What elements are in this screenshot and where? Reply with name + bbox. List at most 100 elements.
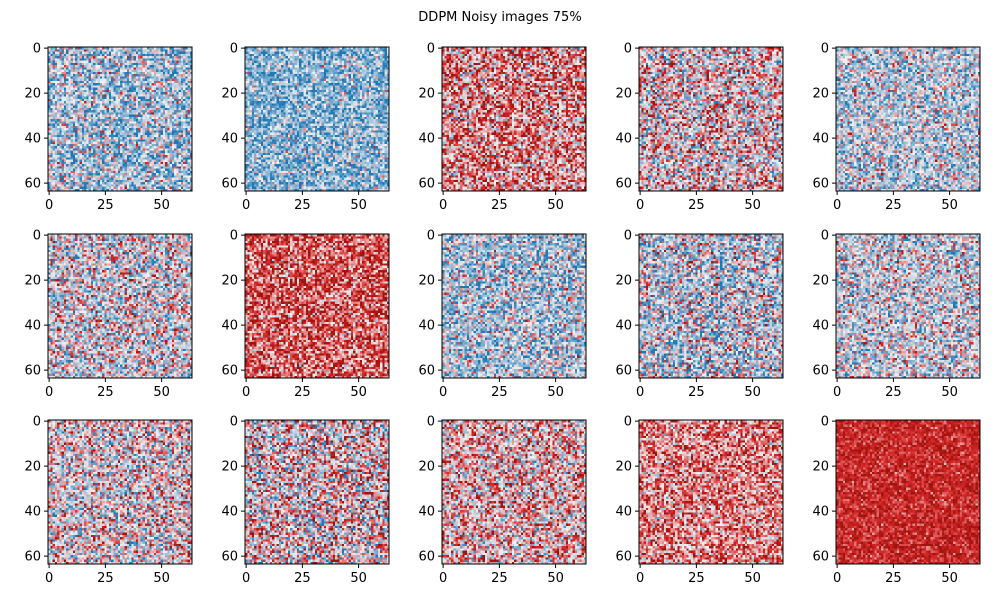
y-tick-label: 20 xyxy=(24,87,41,102)
y-tick-label: 20 xyxy=(812,274,829,289)
x-tick-label: 50 xyxy=(547,385,564,400)
subplot-4: 0 20 40 60 0 25 50 xyxy=(615,42,784,213)
heatmap-image xyxy=(836,47,980,191)
heatmap-image xyxy=(48,420,192,564)
subplot-2: 0 20 40 60 0 25 50 xyxy=(221,42,390,213)
y-tick-label: 60 xyxy=(615,550,632,565)
subplot-15: 0 20 40 60 0 25 50 xyxy=(812,415,981,586)
x-tick-label: 50 xyxy=(153,571,170,586)
y-tick-label: 0 xyxy=(230,229,238,244)
y-tick-label: 20 xyxy=(418,87,435,102)
x-tick-label: 0 xyxy=(833,571,841,586)
x-tick-label: 25 xyxy=(688,198,705,213)
y-tick-label: 60 xyxy=(615,177,632,192)
y-tick-label: 20 xyxy=(24,274,41,289)
axes-frame xyxy=(441,419,587,565)
x-tick-label: 50 xyxy=(941,385,958,400)
y-tick-label: 0 xyxy=(821,229,829,244)
axes-frame xyxy=(441,46,587,192)
x-tick-label: 0 xyxy=(45,385,53,400)
y-tick-label: 0 xyxy=(821,42,829,57)
x-tick-label: 25 xyxy=(294,198,311,213)
x-tick-label: 50 xyxy=(350,571,367,586)
heatmap-image xyxy=(245,47,389,191)
subplot-9: 0 20 40 60 0 25 50 xyxy=(615,229,784,400)
axes-frame xyxy=(638,233,784,379)
y-tick-label: 40 xyxy=(221,505,238,520)
x-tick-label: 50 xyxy=(744,198,761,213)
y-tick-label: 20 xyxy=(221,274,238,289)
x-tick-label: 25 xyxy=(491,385,508,400)
x-tick-label: 50 xyxy=(350,385,367,400)
subplot-3: 0 20 40 60 0 25 50 xyxy=(418,42,587,213)
y-tick-label: 0 xyxy=(821,415,829,430)
y-tick-label: 40 xyxy=(221,319,238,334)
x-tick-label: 50 xyxy=(350,198,367,213)
y-tick-label: 60 xyxy=(812,177,829,192)
subplot-7: 0 20 40 60 0 25 50 xyxy=(221,229,390,400)
y-tick-label: 60 xyxy=(24,364,41,379)
y-tick-label: 20 xyxy=(812,460,829,475)
x-tick-label: 0 xyxy=(833,385,841,400)
heatmap-image xyxy=(245,420,389,564)
y-tick-label: 60 xyxy=(812,550,829,565)
x-tick-label: 50 xyxy=(153,198,170,213)
x-tick-label: 25 xyxy=(491,198,508,213)
y-tick-label: 20 xyxy=(615,460,632,475)
x-tick-label: 0 xyxy=(45,198,53,213)
subplot-10: 0 20 40 60 0 25 50 xyxy=(812,229,981,400)
y-tick-label: 20 xyxy=(24,460,41,475)
y-tick-label: 0 xyxy=(427,42,435,57)
x-tick-label: 25 xyxy=(294,571,311,586)
heatmap-image xyxy=(639,234,783,378)
x-tick-label: 50 xyxy=(941,571,958,586)
x-tick-label: 50 xyxy=(744,385,761,400)
y-tick-label: 20 xyxy=(615,87,632,102)
y-tick-label: 20 xyxy=(418,460,435,475)
subplot-11: 0 20 40 60 0 25 50 xyxy=(24,415,193,586)
y-tick-label: 20 xyxy=(615,274,632,289)
heatmap-image xyxy=(639,420,783,564)
subplot-5: 0 20 40 60 0 25 50 xyxy=(812,42,981,213)
y-tick-label: 40 xyxy=(418,319,435,334)
y-tick-label: 0 xyxy=(230,42,238,57)
axes-frame xyxy=(47,419,193,565)
y-tick-label: 40 xyxy=(615,319,632,334)
heatmap-image xyxy=(48,47,192,191)
x-tick-label: 50 xyxy=(547,198,564,213)
axes-frame xyxy=(47,233,193,379)
y-tick-label: 0 xyxy=(33,229,41,244)
y-tick-label: 40 xyxy=(418,505,435,520)
y-tick-label: 60 xyxy=(615,364,632,379)
axes-frame xyxy=(244,46,390,192)
heatmap-image xyxy=(48,234,192,378)
axes-frame xyxy=(835,46,981,192)
x-tick-label: 25 xyxy=(491,571,508,586)
x-tick-label: 0 xyxy=(45,571,53,586)
x-tick-label: 25 xyxy=(97,385,114,400)
subplot-6: 0 20 40 60 0 25 50 xyxy=(24,229,193,400)
x-tick-label: 0 xyxy=(636,198,644,213)
x-tick-label: 0 xyxy=(636,385,644,400)
y-tick-label: 40 xyxy=(812,505,829,520)
x-tick-label: 25 xyxy=(294,385,311,400)
y-tick-label: 60 xyxy=(418,364,435,379)
y-tick-label: 60 xyxy=(221,550,238,565)
x-tick-label: 0 xyxy=(439,571,447,586)
x-tick-label: 25 xyxy=(97,198,114,213)
heatmap-image xyxy=(442,47,586,191)
axes-frame xyxy=(638,419,784,565)
y-tick-label: 60 xyxy=(24,177,41,192)
subplot-1: 0 20 40 60 0 25 50 xyxy=(24,42,193,213)
y-tick-label: 40 xyxy=(24,505,41,520)
y-tick-label: 40 xyxy=(221,132,238,147)
y-tick-label: 60 xyxy=(812,364,829,379)
axes-frame xyxy=(244,419,390,565)
figure-title: DDPM Noisy images 75% xyxy=(418,10,582,25)
axes-frame xyxy=(244,233,390,379)
y-tick-label: 20 xyxy=(221,460,238,475)
x-tick-label: 0 xyxy=(833,198,841,213)
y-tick-label: 40 xyxy=(812,132,829,147)
